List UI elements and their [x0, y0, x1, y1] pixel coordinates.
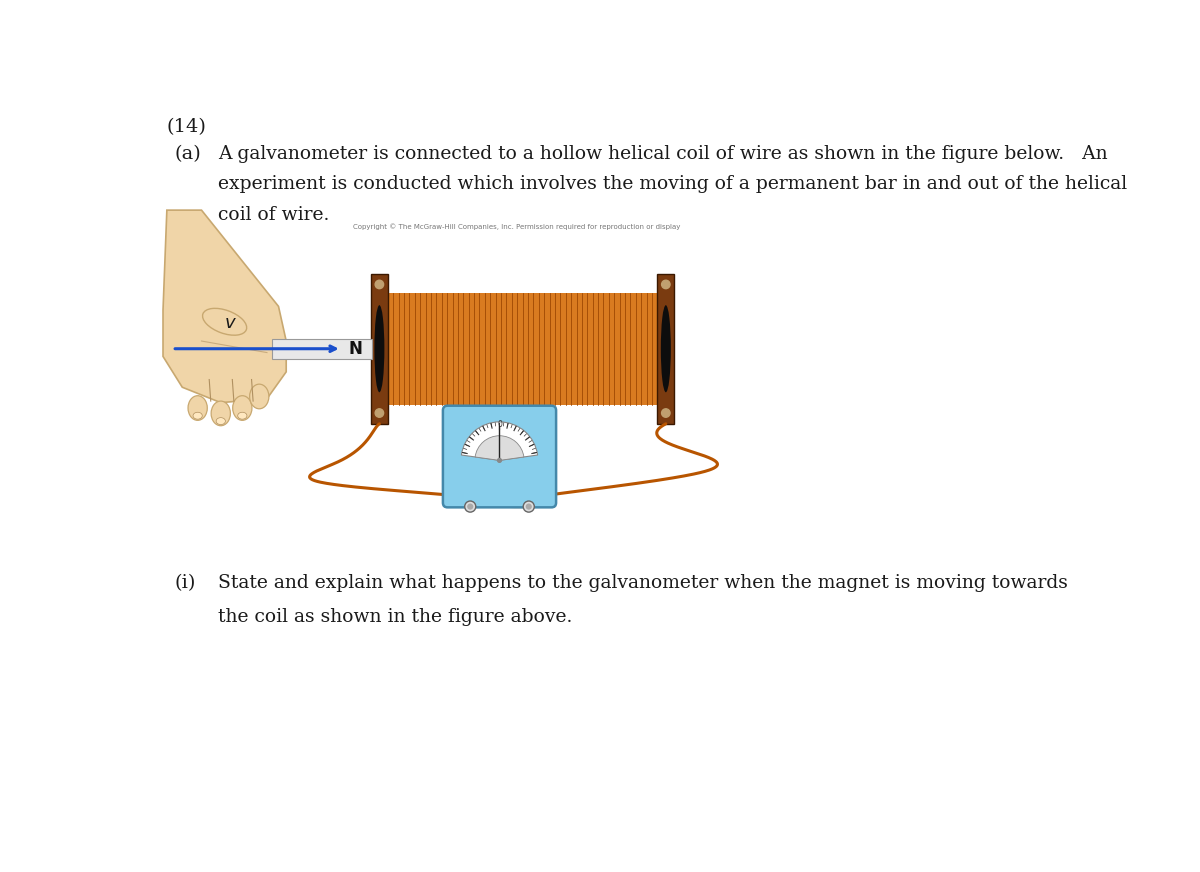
- Text: v: v: [224, 314, 235, 331]
- Text: coil of wire.: coil of wire.: [218, 207, 330, 224]
- Bar: [658, 274, 674, 424]
- Wedge shape: [475, 436, 524, 460]
- Text: 0: 0: [497, 419, 502, 429]
- Circle shape: [523, 501, 534, 512]
- Circle shape: [498, 459, 502, 462]
- Ellipse shape: [188, 396, 208, 420]
- Text: State and explain what happens to the galvanometer when the magnet is moving tow: State and explain what happens to the ga…: [218, 575, 1068, 592]
- Ellipse shape: [374, 305, 384, 392]
- Text: (i): (i): [174, 575, 196, 592]
- Wedge shape: [461, 422, 538, 460]
- Ellipse shape: [238, 412, 247, 419]
- Bar: [371, 274, 388, 424]
- Bar: [388, 293, 658, 405]
- Polygon shape: [163, 210, 287, 403]
- Ellipse shape: [216, 418, 226, 425]
- Ellipse shape: [211, 401, 230, 426]
- FancyBboxPatch shape: [443, 405, 556, 508]
- Text: N: N: [348, 340, 362, 358]
- Circle shape: [526, 503, 532, 509]
- Circle shape: [464, 501, 475, 512]
- Text: Copyright © The McGraw-Hill Companies, Inc. Permission required for reproduction: Copyright © The McGraw-Hill Companies, I…: [353, 223, 680, 230]
- Text: (14): (14): [167, 118, 206, 136]
- Text: the coil as shown in the figure above.: the coil as shown in the figure above.: [218, 609, 572, 626]
- Ellipse shape: [250, 385, 269, 409]
- Circle shape: [661, 280, 670, 289]
- Circle shape: [376, 280, 384, 289]
- Circle shape: [467, 503, 473, 509]
- Circle shape: [661, 409, 670, 418]
- Ellipse shape: [661, 305, 671, 392]
- Ellipse shape: [193, 412, 203, 419]
- Ellipse shape: [233, 396, 252, 420]
- Text: (a): (a): [174, 145, 202, 163]
- Text: A galvanometer is connected to a hollow helical coil of wire as shown in the fig: A galvanometer is connected to a hollow …: [218, 145, 1108, 163]
- Circle shape: [376, 409, 384, 418]
- Bar: [272, 338, 372, 358]
- Text: experiment is conducted which involves the moving of a permanent bar in and out : experiment is conducted which involves t…: [218, 175, 1128, 194]
- Ellipse shape: [203, 309, 247, 335]
